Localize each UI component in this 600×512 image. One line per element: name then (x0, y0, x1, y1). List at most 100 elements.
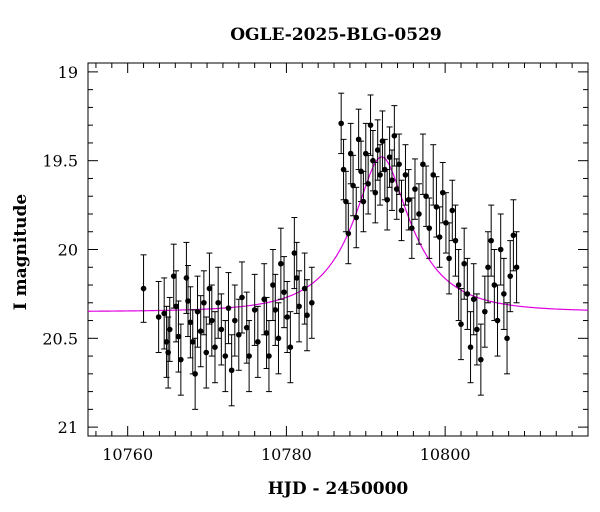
y-tick-label: 19 (58, 63, 78, 82)
data-marker (293, 275, 300, 281)
data-marker (291, 250, 298, 256)
data-marker (266, 353, 272, 359)
data-marker (391, 133, 398, 139)
chart-title: OGLE-2025-BLG-0529 (230, 25, 442, 45)
data-marker (439, 189, 446, 196)
data-point (225, 272, 232, 345)
data-marker (228, 367, 235, 374)
data-marker (218, 326, 225, 333)
data-marker (446, 255, 452, 262)
data-point (458, 288, 465, 361)
data-point (452, 204, 459, 277)
data-point (513, 231, 520, 304)
data-point (140, 254, 147, 323)
data-marker (353, 214, 360, 221)
data-marker (501, 291, 507, 297)
data-marker (412, 186, 418, 192)
x-tick-label: 10760 (102, 445, 153, 464)
data-point (231, 284, 238, 357)
data-point (423, 165, 430, 227)
data-point (510, 199, 517, 272)
data-point (500, 257, 507, 330)
data-point (265, 320, 272, 393)
data-point (211, 311, 218, 384)
data-point (177, 323, 184, 396)
data-marker (488, 237, 494, 244)
axis-ticks: 10760 10780 10800 19 19.5 20 20.5 21 (42, 63, 589, 464)
data-marker (173, 303, 179, 310)
data-point (436, 206, 443, 268)
data-point (446, 222, 453, 295)
data-point (215, 266, 222, 339)
data-point (455, 249, 462, 322)
data-point (467, 311, 474, 384)
data-marker (398, 207, 405, 214)
data-point (449, 179, 456, 242)
data-marker (436, 234, 443, 240)
x-tick-label: 10780 (261, 445, 312, 464)
data-point (398, 179, 405, 242)
data-marker (161, 310, 167, 317)
data-point (504, 302, 511, 375)
data-marker (396, 161, 402, 168)
data-marker (409, 225, 415, 231)
data-point (473, 293, 480, 366)
data-point (485, 231, 491, 304)
data-marker (367, 122, 374, 128)
y-tick-label: 19.5 (42, 152, 78, 171)
data-marker (175, 333, 182, 340)
data-marker (166, 326, 173, 333)
x-axis-label: HJD - 2450000 (268, 479, 409, 499)
data-points-layer (140, 92, 520, 410)
data-marker (178, 356, 184, 363)
data-point (308, 266, 315, 339)
data-point (235, 298, 242, 371)
data-marker (263, 330, 270, 336)
data-marker (458, 321, 464, 327)
data-point (405, 169, 412, 231)
data-point (251, 273, 258, 346)
data-marker (309, 299, 315, 306)
data-marker (275, 335, 282, 342)
data-marker (232, 317, 238, 324)
data-point (208, 284, 215, 357)
data-marker (433, 204, 440, 210)
data-marker (474, 326, 480, 333)
data-marker (243, 324, 250, 331)
data-marker (449, 207, 456, 214)
data-point (218, 293, 225, 366)
data-point (388, 149, 395, 211)
data-point (301, 252, 308, 325)
data-marker (304, 312, 310, 319)
data-point (304, 279, 311, 352)
data-point (185, 264, 191, 338)
data-marker (338, 120, 344, 127)
data-marker (246, 353, 252, 359)
data-marker (482, 308, 488, 315)
data-marker (360, 198, 367, 205)
data-point (296, 270, 303, 343)
data-marker (443, 220, 449, 226)
y-tick-label: 20.5 (42, 329, 78, 348)
data-point (419, 133, 426, 195)
data-point (345, 202, 352, 265)
data-point (488, 204, 495, 277)
data-point (507, 240, 514, 313)
data-point (497, 213, 504, 286)
data-point (415, 183, 422, 245)
data-marker (497, 246, 504, 253)
data-point (391, 105, 398, 167)
data-marker (491, 282, 498, 288)
data-marker (377, 172, 383, 178)
data-point (194, 275, 201, 348)
data-point (284, 280, 291, 354)
data-marker (455, 282, 462, 288)
data-marker (372, 189, 379, 196)
data-point (170, 243, 177, 309)
data-marker (470, 296, 477, 303)
data-marker (170, 273, 177, 279)
data-marker (402, 172, 409, 178)
data-marker (225, 305, 232, 311)
data-marker (287, 344, 294, 350)
data-marker (255, 339, 261, 345)
